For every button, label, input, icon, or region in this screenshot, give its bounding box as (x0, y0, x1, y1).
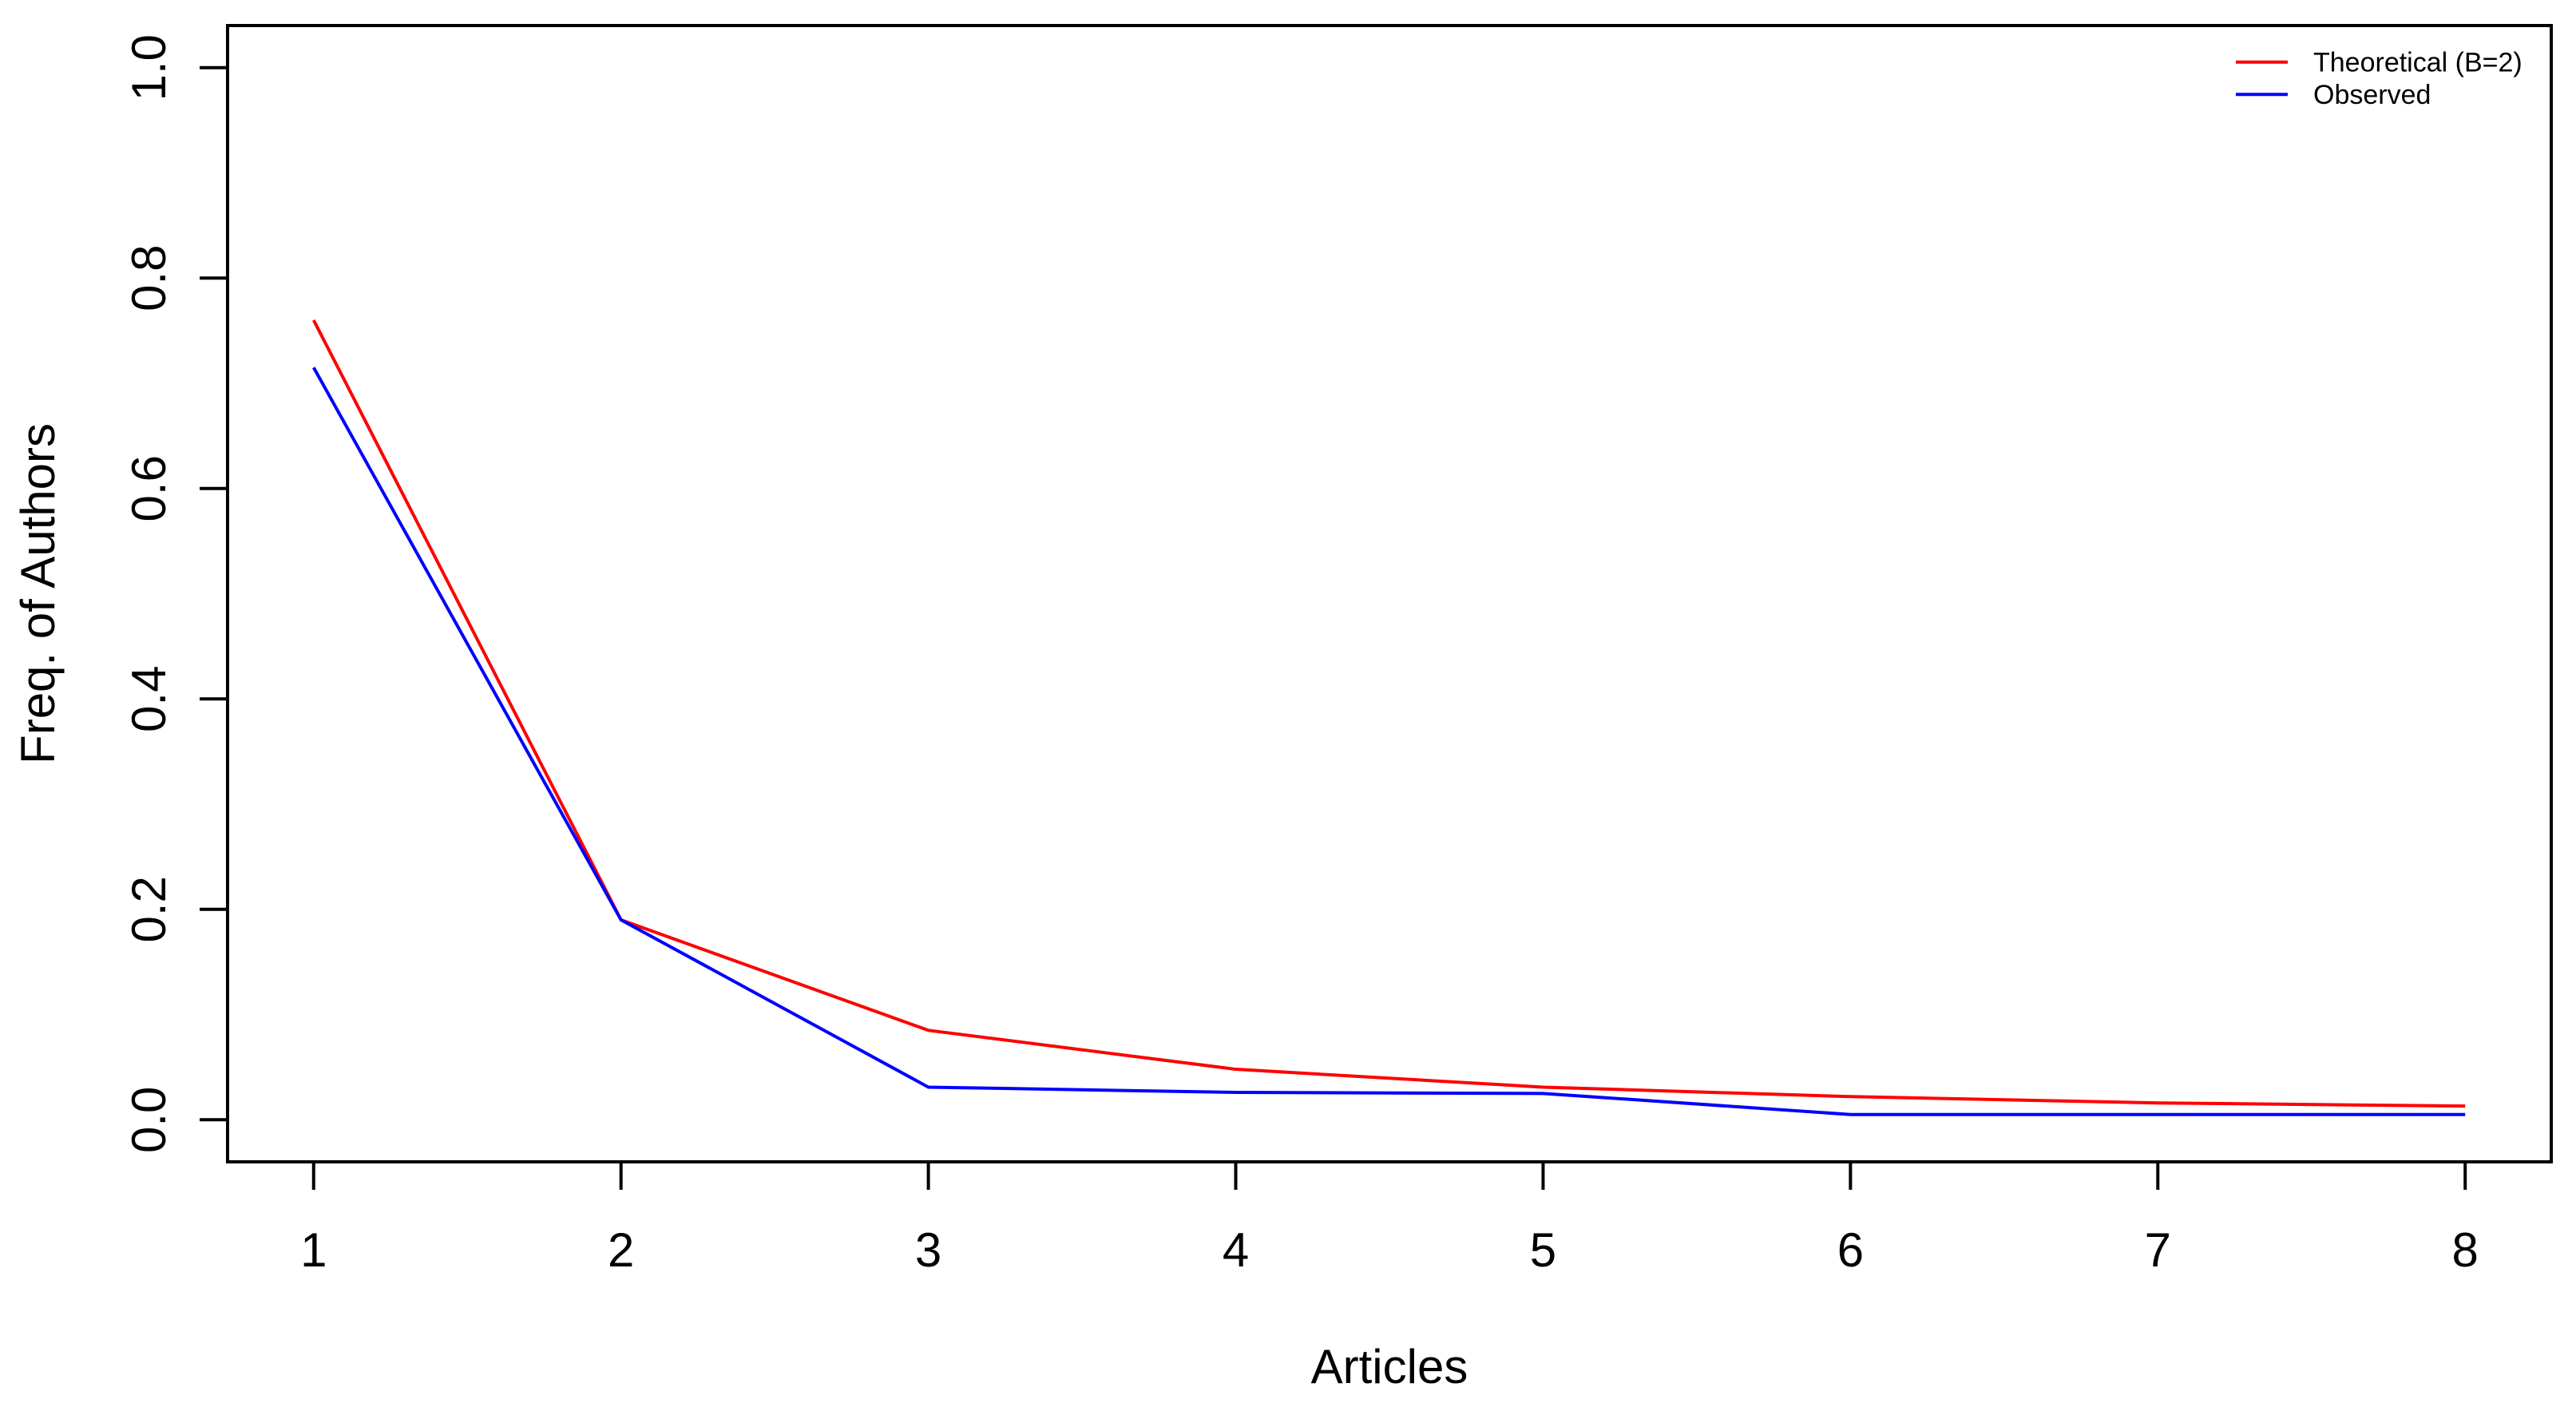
x-axis-tick-label: 8 (2452, 1223, 2479, 1277)
plot-box (226, 24, 2553, 1163)
x-axis-tick-label: 3 (915, 1223, 941, 1277)
legend-entry-label: Observed (2313, 80, 2431, 110)
series-line (312, 367, 2466, 1116)
x-axis-title: Articles (1311, 1340, 1468, 1393)
y-axis-tick-label: 1.0 (122, 34, 176, 101)
y-axis-tick-label: 0.2 (122, 876, 176, 942)
y-axis-tick-label: 0.6 (122, 455, 176, 521)
x-axis-tick-label: 5 (1530, 1223, 1556, 1277)
x-axis-tick-label: 6 (1837, 1223, 1864, 1277)
y-axis-title: Freq. of Authors (11, 423, 65, 764)
x-axis-tick-label: 2 (608, 1223, 634, 1277)
y-axis-tick-label: 0.0 (122, 1087, 176, 1153)
legend-entry-label: Theoretical (B=2) (2313, 48, 2522, 78)
series-line (311, 319, 2466, 1108)
x-axis-tick-label: 7 (2145, 1223, 2171, 1277)
x-axis-tick-label: 4 (1223, 1223, 1249, 1277)
x-axis-tick-label: 1 (300, 1223, 327, 1277)
y-axis-tick-label: 0.8 (122, 245, 176, 311)
y-axis-tick-label: 0.4 (122, 666, 176, 732)
